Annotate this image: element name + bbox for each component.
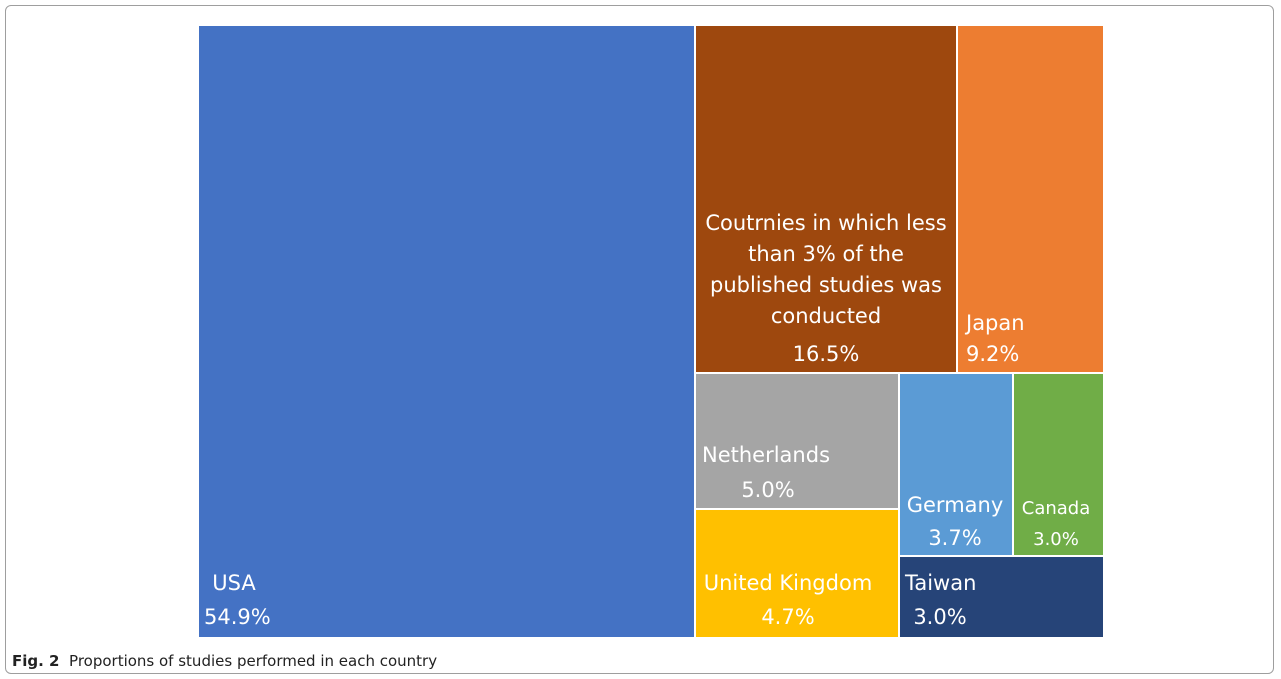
treemap-value-germany: 3.7% [928,526,981,550]
treemap-label-japan: Japan [964,311,1025,335]
treemap-label-usa: USA [212,571,256,595]
treemap-tile-usa: USA 54.9% [199,26,694,637]
treemap-label-taiwan: Taiwan [904,571,976,595]
treemap-rect-taiwan [900,557,1103,637]
treemap-label-germany: Germany [907,493,1004,517]
treemap-rect-netherlands [696,374,898,508]
treemap-value-other: 16.5% [793,342,860,366]
treemap-tile-netherlands: Netherlands 5.0% [696,374,898,508]
treemap-label-canada: Canada [1022,498,1091,519]
treemap-label-other-line1: Coutrnies in which less [705,211,946,235]
treemap-rect-other [696,26,956,372]
treemap-rect-germany [900,374,1012,555]
caption-fig-label: Fig. 2 [12,652,60,670]
treemap-tile-uk: United Kingdom 4.7% [696,510,898,637]
treemap-value-taiwan: 3.0% [913,605,966,629]
treemap-tile-japan: Japan 9.2% [958,26,1103,372]
treemap-value-usa: 54.9% [204,605,271,629]
treemap-rect-canada [1014,374,1103,555]
treemap-rect-uk [696,510,898,637]
treemap-value-japan: 9.2% [966,342,1019,366]
figure-caption: Fig. 2 Proportions of studies performed … [12,652,437,670]
treemap-rect-usa [199,26,694,637]
figure-frame [5,5,1274,674]
treemap-tile-taiwan: Taiwan 3.0% [900,557,1103,637]
treemap-tile-other: Coutrnies in which less than 3% of the pub… [696,26,956,372]
treemap-tile-germany: Germany 3.7% [900,374,1012,555]
treemap-label-other-line2: than 3% of the [748,242,904,266]
treemap-rect-japan [958,26,1103,372]
treemap-label-uk: United Kingdom [704,571,873,595]
treemap-label-other-line4: conducted [771,304,881,328]
treemap-tile-canada: Canada 3.0% [1014,374,1103,555]
caption-text: Proportions of studies performed in each… [69,652,438,670]
treemap-value-uk: 4.7% [761,605,814,629]
treemap-label-netherlands: Netherlands [702,443,830,467]
treemap-value-canada: 3.0% [1033,529,1079,550]
treemap-value-netherlands: 5.0% [741,478,794,502]
treemap-label-other-line3: published studies was [710,273,942,297]
